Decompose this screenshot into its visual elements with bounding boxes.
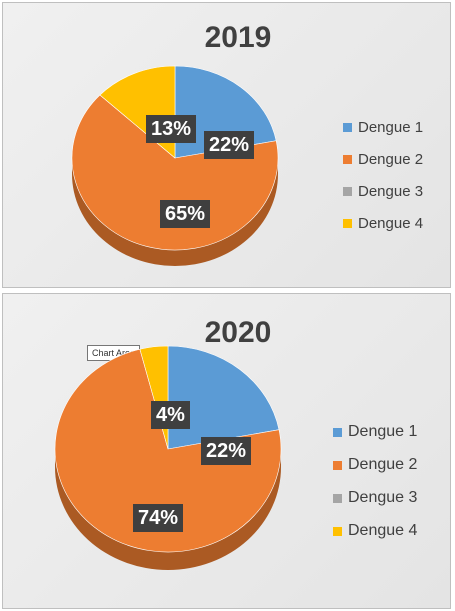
legend-label: Dengue 4 (358, 215, 424, 232)
legend: Dengue 1 Dengue 2 Dengue 3 Dengue 4 (342, 118, 424, 248)
pie-slice-dengue-2[interactable] (54, 348, 282, 553)
legend-label: Dengue 3 (358, 183, 424, 200)
legend-label: Dengue 3 (348, 489, 418, 506)
pie-slice-dengue-1[interactable] (167, 345, 280, 450)
data-label-dengue-4: 4% (151, 401, 190, 429)
legend: Dengue 1 Dengue 2 Dengue 3 Dengue 4 (332, 422, 418, 556)
legend-label: Dengue 2 (358, 151, 424, 168)
pie-plot (71, 65, 279, 266)
legend-label: Dengue 4 (348, 522, 418, 539)
legend-item: Dengue 3 (333, 489, 417, 507)
legend-label: Dengue 1 (358, 119, 424, 136)
legend-label: Dengue 2 (348, 456, 418, 473)
legend-swatch (343, 155, 352, 164)
legend-swatch (333, 526, 342, 536)
legend-item: Dengue 1 (333, 423, 417, 441)
data-label-dengue-2: 74% (133, 504, 184, 532)
legend-item: Dengue 2 (343, 151, 423, 168)
legend-label: Dengue 1 (348, 423, 418, 440)
legend-swatch (343, 123, 352, 132)
chart-2020[interactable]: 2020 Chart Area Dengue 1 Dengue 2 Dengue 3… (2, 293, 451, 609)
chart-title: 2019 (204, 21, 272, 54)
data-label-dengue-1: 22% (201, 437, 252, 465)
legend-swatch (343, 219, 352, 228)
legend-item: Dengue 3 (343, 183, 423, 200)
data-label-dengue-4: 13% (146, 115, 197, 143)
legend-swatch (343, 187, 352, 196)
pie-plot (54, 345, 282, 570)
legend-swatch (333, 427, 342, 437)
data-label-dengue-1: 22% (204, 131, 255, 159)
chart-2019[interactable]: 2019 Dengue 1 Dengue 2 Dengue 3 Dengue 4 22… (2, 2, 451, 288)
pie-side-dengue-2 (72, 158, 278, 266)
legend-item: Dengue 2 (333, 456, 417, 474)
legend-swatch (333, 493, 342, 503)
legend-item: Dengue 4 (343, 215, 423, 232)
pie-slice-dengue-2[interactable] (71, 94, 279, 251)
legend-item: Dengue 4 (333, 522, 417, 540)
chart-title: 2020 (204, 316, 272, 349)
data-label-dengue-2: 65% (160, 200, 211, 228)
legend-swatch (333, 460, 342, 470)
legend-item: Dengue 1 (343, 119, 423, 136)
pie-side-dengue-2 (55, 449, 281, 570)
